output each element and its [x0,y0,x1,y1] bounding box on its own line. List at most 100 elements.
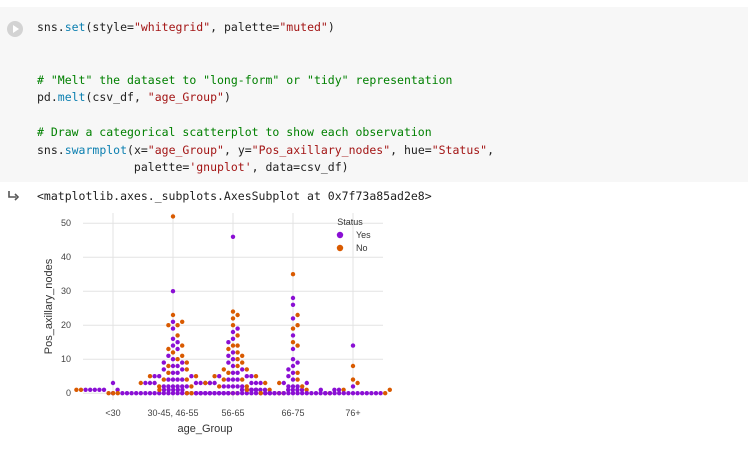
data-point-yes [157,391,162,396]
data-point-yes [120,391,125,396]
data-point-yes [217,391,222,396]
data-point-yes [253,380,259,386]
data-point-yes [286,374,291,379]
x-axis-label: age_Group [177,423,232,435]
data-point-no [175,323,180,328]
data-point-yes [226,340,231,345]
data-point-yes [304,380,309,386]
y-tick-label: 0 [66,388,71,398]
data-point-yes [290,391,296,396]
data-point-yes [110,380,116,386]
data-point-yes [166,387,171,392]
data-point-yes [226,391,231,396]
data-point-yes [175,377,180,382]
code-line: palette='gnuplot', data=csv_df) [37,160,349,174]
data-point-yes [194,391,199,396]
data-point-no [235,350,240,355]
data-point-no [244,384,249,389]
data-point-yes [230,384,236,389]
data-point-no [240,353,245,358]
data-point-yes [171,387,176,392]
data-point-no [235,363,240,369]
code-line: # "Melt" the dataset to "long-form" or "… [37,72,453,87]
legend-marker-yes [336,231,344,239]
data-point-yes [189,374,194,379]
data-point-no [235,312,240,318]
data-point-no [166,363,171,369]
data-point-no [189,384,194,389]
data-point-yes [147,391,153,396]
data-point-yes [170,289,176,294]
data-point-yes [249,391,254,396]
data-point-yes [138,391,143,396]
data-point-yes [161,384,166,389]
data-point-yes [249,374,254,379]
data-point-yes [360,391,365,396]
data-point-yes [249,380,254,386]
x-tick-label: <30 [105,408,120,418]
data-point-yes [170,326,176,331]
code-editor[interactable]: sns.set(style="whitegrid", palette="mute… [37,19,494,177]
data-point-no [341,387,346,392]
data-point-yes [272,391,277,396]
code-cell[interactable]: sns.set(style="whitegrid", palette="mute… [0,7,748,182]
data-point-yes [230,350,236,355]
data-point-yes [198,391,203,396]
data-point-yes [295,384,300,389]
data-point-no [106,391,111,396]
data-point-yes [350,391,356,396]
data-point-yes [290,370,296,375]
data-point-no [184,367,189,372]
data-point-no [295,343,300,348]
data-point-no [217,384,222,389]
data-point-yes [369,391,374,396]
data-point-yes [290,302,296,307]
data-point-yes [230,363,236,369]
data-point-yes [235,326,240,331]
data-point-yes [180,377,185,382]
data-point-yes [175,391,180,396]
data-point-yes [332,391,337,396]
data-point-yes [313,391,319,396]
data-point-yes [230,336,236,341]
data-point-yes [258,387,263,392]
data-point-yes [212,380,217,386]
data-point-yes [235,384,240,389]
data-point-yes [286,387,291,392]
data-point-yes [207,391,213,396]
data-point-yes [249,387,254,392]
data-point-yes [143,391,148,396]
data-point-yes [253,391,259,396]
data-point-no [235,333,240,338]
data-point-no [74,387,79,392]
data-point-yes [124,391,130,396]
data-point-no [295,370,300,375]
data-point-yes [290,346,296,352]
data-point-yes [290,295,296,301]
data-point-yes [300,391,305,396]
data-point-yes [235,391,240,396]
data-point-no [221,377,226,382]
data-point-yes [134,391,139,396]
data-point-yes [295,387,300,392]
data-point-no [304,387,309,392]
data-point-no [387,387,392,392]
data-point-yes [101,387,107,392]
data-point-yes [290,333,296,338]
data-point-no [78,387,84,392]
data-point-yes [221,384,226,389]
data-point-no [295,312,300,318]
data-point-yes [180,384,185,389]
run-cell-button[interactable] [7,21,23,37]
data-point-yes [152,380,157,386]
data-point-no [355,380,360,386]
data-point-yes [161,360,166,365]
data-point-no [295,323,300,328]
y-tick-label: 50 [61,218,71,228]
data-point-no [147,374,153,379]
data-point-yes [170,384,176,389]
data-point-yes [217,374,222,379]
data-point-yes [230,234,236,239]
code-line: sns.set(style="whitegrid", palette="mute… [37,20,335,34]
data-point-yes [290,384,296,389]
